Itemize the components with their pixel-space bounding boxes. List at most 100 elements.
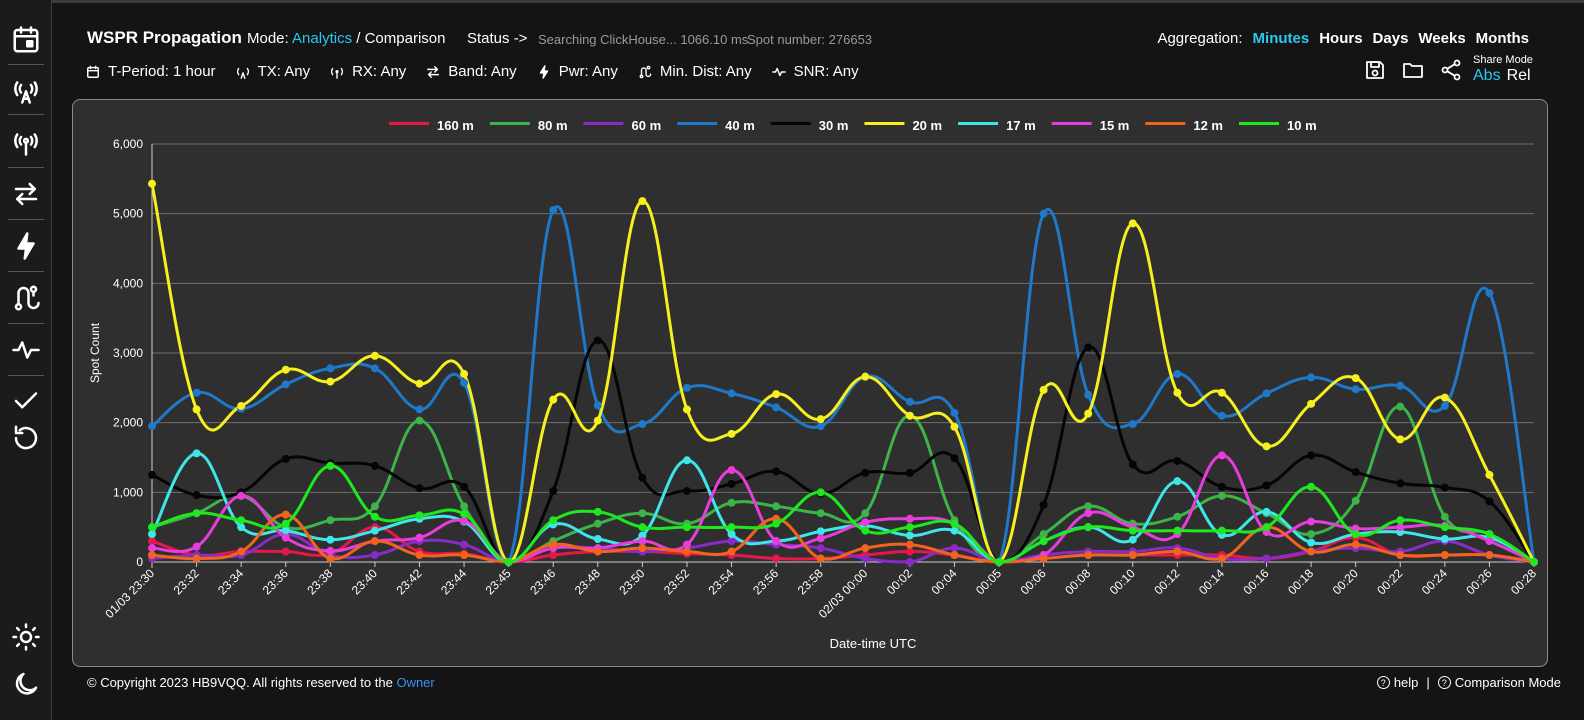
reset-icon[interactable] [8, 420, 44, 456]
filter-rx[interactable]: RX: Any [330, 63, 406, 80]
mode-selector: Mode: Analytics / Comparison [247, 30, 445, 50]
legend-label: 20 m [912, 118, 942, 133]
rx-antenna-icon[interactable] [8, 124, 44, 160]
data-point [192, 542, 201, 551]
data-point [148, 422, 156, 431]
data-point [460, 378, 469, 387]
filter-band[interactable]: Band: Any [426, 63, 517, 80]
data-point [816, 422, 825, 431]
distance-route-icon[interactable] [8, 280, 44, 316]
sidebar-divider [8, 271, 44, 272]
data-point [370, 551, 379, 560]
data-point [593, 547, 602, 556]
data-point [905, 523, 914, 532]
data-point [1262, 523, 1271, 532]
light-mode-icon[interactable] [8, 619, 44, 655]
aggregation-weeks[interactable]: Weeks [1418, 30, 1466, 47]
status-text: Searching ClickHouse... 1066.10 ms [538, 32, 749, 47]
save-icon[interactable] [1363, 58, 1387, 82]
filter-distance[interactable]: Min. Dist: Any [638, 63, 752, 80]
data-point [727, 429, 736, 438]
band-swap-icon[interactable] [8, 176, 44, 212]
data-point [950, 544, 959, 553]
aggregation-months[interactable]: Months [1475, 30, 1529, 47]
data-point [1351, 540, 1360, 549]
data-point [415, 416, 424, 425]
x-tick-label: 00:24 [1419, 566, 1450, 597]
data-point [905, 531, 914, 540]
filter-tx[interactable]: TX: Any [236, 63, 310, 80]
data-point [192, 491, 201, 500]
data-point [281, 526, 290, 535]
data-point [1084, 502, 1093, 511]
sidebar-divider [8, 167, 44, 168]
help-link[interactable]: ? help [1376, 675, 1418, 690]
y-tick-label: 0 [136, 555, 143, 569]
data-point [281, 510, 290, 519]
data-point [1351, 468, 1360, 477]
data-point [1084, 409, 1093, 418]
data-point [460, 482, 469, 491]
data-point [950, 519, 959, 528]
data-point [148, 537, 156, 546]
y-tick-label: 5,000 [113, 207, 143, 221]
data-point [727, 389, 736, 398]
data-point [1262, 389, 1271, 398]
x-tick-label: 23:58 [795, 566, 826, 597]
mode-analytics-link[interactable]: Analytics [292, 30, 353, 47]
legend-swatch [1239, 122, 1279, 125]
dark-mode-icon[interactable] [8, 666, 44, 702]
filter-power[interactable]: Pwr: Any [537, 63, 618, 80]
data-point [638, 544, 647, 553]
data-point [727, 530, 736, 539]
share-mode-abs[interactable]: Abs [1473, 67, 1501, 84]
power-bolt-icon[interactable] [8, 228, 44, 264]
y-axis-title: Spot Count [88, 322, 102, 383]
data-point [1128, 460, 1137, 469]
data-point [772, 537, 781, 546]
calendar-icon[interactable] [8, 22, 44, 58]
x-tick-label: 23:46 [527, 566, 558, 597]
aggregation-minutes[interactable]: Minutes [1252, 30, 1310, 47]
aggregation-hours[interactable]: Hours [1319, 30, 1363, 47]
data-point [1485, 289, 1494, 298]
snr-wave-icon[interactable] [8, 332, 44, 368]
filter-snr[interactable]: SNR: Any [771, 63, 859, 80]
filter-period[interactable]: T-Period: 1 hour [86, 63, 216, 80]
data-point [415, 484, 424, 493]
aggregation-days[interactable]: Days [1372, 30, 1409, 47]
owner-link[interactable]: Owner [396, 675, 435, 690]
filter-period-label: T-Period: 1 hour [108, 63, 216, 80]
data-point [1396, 551, 1405, 560]
data-point [1396, 516, 1405, 525]
data-point [370, 537, 379, 546]
legend-label: 17 m [1006, 118, 1036, 133]
legend-label: 160 m [437, 118, 474, 133]
data-point [1084, 390, 1093, 399]
mode-comparison-link[interactable]: Comparison [364, 30, 446, 47]
data-point [772, 390, 781, 399]
data-point [905, 547, 914, 556]
data-point [1039, 209, 1048, 218]
tx-antenna-icon[interactable] [8, 72, 44, 108]
data-point [192, 554, 201, 563]
legend-label: 10 m [1287, 118, 1317, 133]
x-tick-label: 23:32 [171, 566, 202, 597]
folder-icon[interactable] [1401, 58, 1425, 82]
toolbar [1363, 58, 1463, 82]
comparison-mode-link[interactable]: ? Comparison Mode [1437, 675, 1561, 690]
check-icon[interactable] [8, 383, 44, 419]
share-mode-rel[interactable]: Rel [1506, 67, 1531, 84]
data-point [415, 379, 424, 388]
legend-swatch [1145, 122, 1186, 125]
data-point [950, 422, 959, 431]
legend-swatch [770, 122, 811, 125]
data-point [905, 468, 914, 477]
x-tick-label: 00:28 [1508, 566, 1539, 597]
x-tick-label: 00:08 [1062, 566, 1093, 597]
data-point [1173, 477, 1182, 486]
share-icon[interactable] [1439, 58, 1463, 82]
legend-swatch [583, 122, 624, 125]
data-point [1039, 530, 1048, 539]
x-tick-label: 23:52 [661, 566, 692, 597]
